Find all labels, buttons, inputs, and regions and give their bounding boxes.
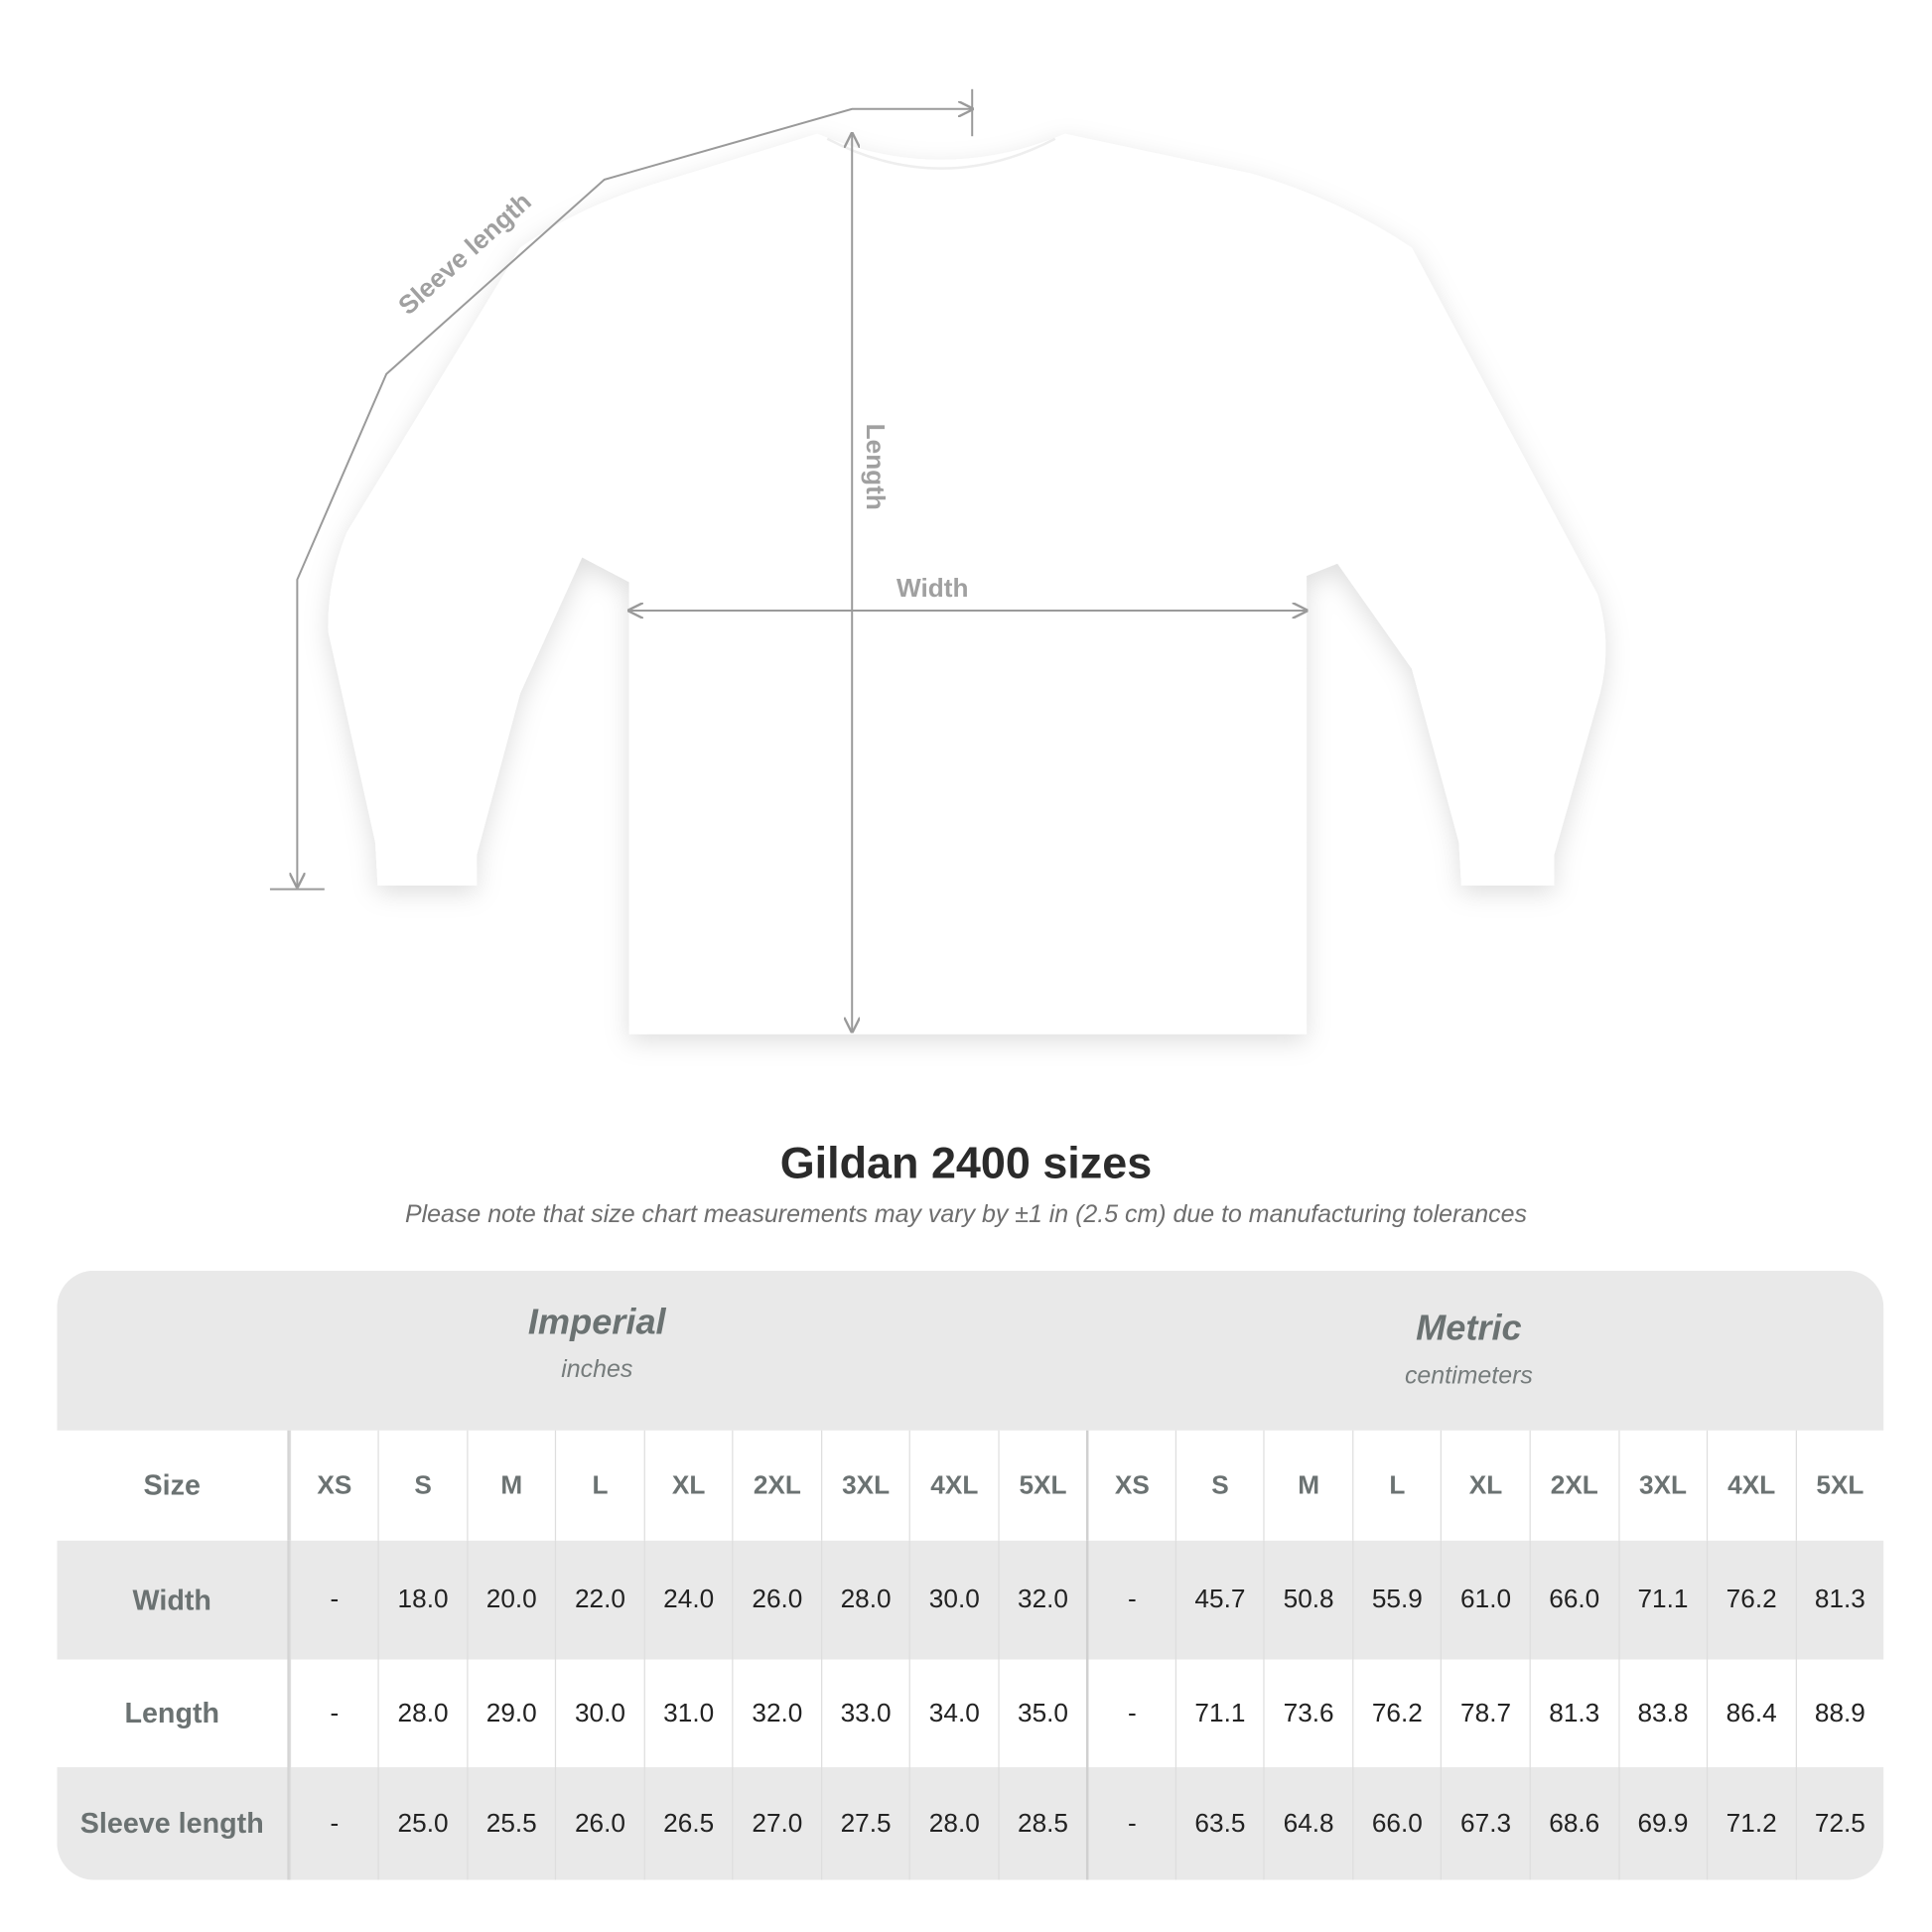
table-cell: -: [289, 1767, 378, 1880]
table-cell: 63.5: [1174, 1767, 1264, 1880]
table-cell: 73.6: [1263, 1659, 1352, 1768]
imperial-title: Imperial: [527, 1303, 666, 1343]
size-header-cell: XL: [1441, 1430, 1529, 1541]
table-cell: 50.8: [1263, 1540, 1352, 1660]
size-header-cell: XS: [1086, 1430, 1174, 1541]
table-cell: 31.0: [643, 1659, 732, 1768]
size-row: Size XS S M L XL 2XL 3XL 4XL 5XL XS S M L XL 2XL 3XL 4XL 5…: [57, 1430, 1883, 1541]
metric-header: Metric centimeters: [1221, 1310, 1717, 1391]
size-header-cell: M: [1263, 1430, 1352, 1541]
table-cell: 28.0: [909, 1767, 998, 1880]
table-cell: 88.9: [1795, 1659, 1883, 1768]
size-header-cell: 3XL: [1617, 1430, 1707, 1541]
table-cell: 26.0: [555, 1767, 643, 1880]
size-header-cell: 2XL: [732, 1430, 821, 1541]
size-header-cell: XL: [643, 1430, 732, 1541]
size-header-cell: 5XL: [998, 1430, 1086, 1541]
size-header-cell: 3XL: [820, 1430, 909, 1541]
size-header-cell: XS: [289, 1430, 378, 1541]
imperial-unit: inches: [561, 1355, 633, 1384]
table-cell: 69.9: [1617, 1767, 1707, 1880]
size-header-cell: M: [467, 1430, 555, 1541]
table-cell: 26.5: [643, 1767, 732, 1880]
table-cell: 45.7: [1174, 1540, 1264, 1660]
table-cell: 71.1: [1174, 1659, 1264, 1768]
table-cell: 25.5: [467, 1767, 555, 1880]
table-cell: 67.3: [1441, 1767, 1529, 1880]
table-cell: 61.0: [1441, 1540, 1529, 1660]
table-cell: 64.8: [1263, 1767, 1352, 1880]
table-row-length: Length -28.0 29.0 30.0 31.0 32.0 33.0 34.0 35.0-…: [57, 1659, 1883, 1768]
table-cell: -: [289, 1540, 378, 1660]
table-cell: 18.0: [377, 1540, 467, 1660]
size-header-cell: 2XL: [1529, 1430, 1618, 1541]
table-cell: 26.0: [732, 1540, 821, 1660]
table-cell: 32.0: [998, 1540, 1086, 1660]
table-cell: 66.0: [1352, 1767, 1441, 1880]
size-row-label: Size: [57, 1430, 290, 1541]
size-header-cell: S: [1174, 1430, 1264, 1541]
table-cell: 81.3: [1795, 1540, 1883, 1660]
size-table: Imperial inches Metric centimeters Size X…: [57, 1270, 1884, 1880]
table-cell: -: [1086, 1767, 1174, 1880]
sleeve-measure-line: [297, 109, 972, 887]
page-title: Gildan 2400 sizes: [779, 1137, 1153, 1188]
table-cell: 71.1: [1617, 1540, 1707, 1660]
table-cell: -: [1086, 1540, 1174, 1660]
table-cell: 20.0: [467, 1540, 555, 1660]
table-cell: 55.9: [1352, 1540, 1441, 1660]
tolerance-note: Please note that size chart measurements…: [404, 1200, 1527, 1229]
table-cell: -: [289, 1659, 378, 1768]
table-cell: 86.4: [1706, 1659, 1795, 1768]
table-cell: 32.0: [732, 1659, 821, 1768]
table-cell: 25.0: [377, 1767, 467, 1880]
size-header-cell: 4XL: [1706, 1430, 1795, 1541]
table-cell: 28.0: [377, 1659, 467, 1768]
table-cell: 76.2: [1352, 1659, 1441, 1768]
table-cell: 27.0: [732, 1767, 821, 1880]
table-cell: 76.2: [1706, 1540, 1795, 1660]
row-label: Sleeve length: [57, 1767, 290, 1880]
size-header-cell: 4XL: [909, 1430, 998, 1541]
table-cell: 78.7: [1441, 1659, 1529, 1768]
table-cell: 72.5: [1795, 1767, 1883, 1880]
row-label: Width: [57, 1540, 290, 1660]
table-cell: 35.0: [998, 1659, 1086, 1768]
table-cell: 28.0: [820, 1540, 909, 1660]
table-cell: 27.5: [820, 1767, 909, 1880]
shirt-diagram: Sleeve length Length Width: [269, 88, 1606, 1035]
table-row-sleeve: Sleeve length -25.0 25.5 26.0 26.5 27.0 27.5 28…: [57, 1767, 1884, 1880]
width-label: Width: [897, 573, 968, 603]
metric-unit: centimeters: [1404, 1362, 1533, 1390]
table-cell: 24.0: [643, 1540, 732, 1660]
row-label: Length: [57, 1659, 290, 1768]
size-header-cell: S: [377, 1430, 467, 1541]
metric-title: Metric: [1416, 1309, 1522, 1349]
table-cell: 30.0: [555, 1659, 643, 1768]
table-row-width: Width -18.0 20.0 22.0 24.0 26.0 28.0 30.0 32.0-4…: [57, 1540, 1884, 1660]
table-cell: 81.3: [1529, 1659, 1618, 1768]
table-cell: 71.2: [1706, 1767, 1795, 1880]
table-cell: 29.0: [467, 1659, 555, 1768]
table-cell: 83.8: [1617, 1659, 1707, 1768]
table-cell: 68.6: [1529, 1767, 1618, 1880]
length-label: Length: [861, 424, 891, 510]
table-cell: 66.0: [1529, 1540, 1618, 1660]
size-header-cell: 5XL: [1795, 1430, 1883, 1541]
table-cell: 28.5: [998, 1767, 1086, 1880]
imperial-header: Imperial inches: [349, 1303, 845, 1384]
size-header-cell: L: [555, 1430, 643, 1541]
table-cell: 30.0: [909, 1540, 998, 1660]
unit-header: Imperial inches Metric centimeters: [57, 1270, 1884, 1431]
table-cell: -: [1086, 1659, 1174, 1768]
table-cell: 33.0: [820, 1659, 909, 1768]
table-cell: 22.0: [555, 1540, 643, 1660]
size-header-cell: L: [1352, 1430, 1441, 1541]
table-cell: 34.0: [909, 1659, 998, 1768]
